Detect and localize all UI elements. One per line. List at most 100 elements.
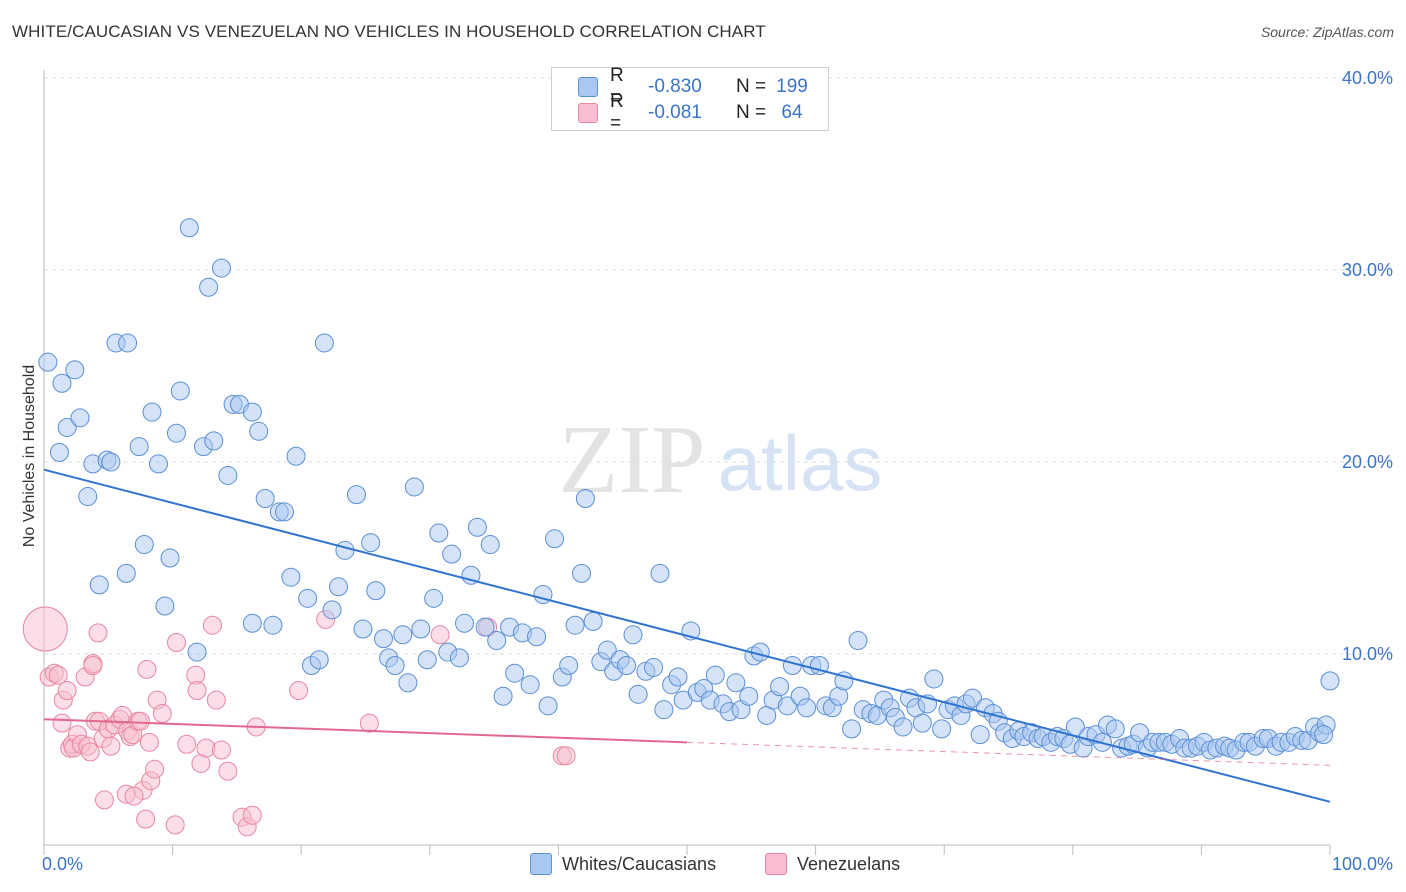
venezuelan-point [177,734,197,754]
y-tick-label: 20.0% [1342,452,1393,472]
white-point [70,408,90,428]
white-point [1320,671,1340,691]
venezuelan-point [242,805,262,825]
white-point [575,488,595,508]
source-label: Source: ZipAtlas.com [1260,24,1394,40]
white-point [572,563,592,583]
white-point [353,619,373,639]
white-point [242,613,262,633]
y-tick-label: 40.0% [1342,68,1393,88]
venezuelan-point [218,761,238,781]
tick-labels: 10.0% 20.0% 30.0% 40.0% 0.0% 100.0% [42,68,1393,874]
white-point [644,657,664,677]
venezuelan-point [94,790,114,810]
x-tick-label-start: 0.0% [42,854,83,874]
white-point [129,437,149,457]
legend: R = -0.830 N = 199 R = -0.081 N = 64 [551,65,829,134]
white-point [160,548,180,568]
white-point [505,663,525,683]
venezuelan-point [187,680,207,700]
white-point [424,588,444,608]
white-point [142,402,162,422]
legend-r-value: -0.830 [648,76,702,97]
venezuelan-point-large [22,606,68,652]
white-point [49,442,69,462]
legend-n-label: N = [736,102,767,123]
white-point [932,719,952,739]
white-point [404,477,424,497]
white-point [527,627,547,647]
venezuelan-point [124,786,144,806]
white-point [417,650,437,670]
watermark: ZIP atlas [559,406,883,514]
bottom-legend-swatch-ven [765,853,787,875]
white-point [199,277,219,297]
legend-row-ven: R = -0.081 N = 64 [578,91,812,134]
venezuelan-point [52,713,72,733]
legend-r-value: -0.081 [648,102,702,123]
white-point [263,615,283,635]
white-point [617,656,637,676]
bottom-legend-ven: Venezuelans [765,852,900,876]
venezuelan-point [152,704,172,724]
venezuelan-trend-line-extension [686,741,1331,766]
venezuelan-point [137,659,157,679]
venezuelan-point [130,711,150,731]
white-point [467,517,487,537]
white-point [374,629,394,649]
white-point [393,625,413,645]
x-tick-label-end: 100.0% [1332,854,1393,874]
white-point [398,673,418,693]
venezuelan-point [206,690,226,710]
white-point [962,688,982,708]
white-point [335,540,355,560]
white-point [366,581,386,601]
y-tick-label: 30.0% [1342,260,1393,280]
white-point [211,258,231,278]
white-point [101,452,121,472]
venezuelan-point [80,742,100,762]
white-point [116,563,136,583]
grid-lines [44,77,1392,655]
legend-r-label: R = [610,91,624,134]
venezuelan-point [145,759,165,779]
venezuelan-point [430,625,450,645]
white-point [583,611,603,631]
watermark-atlas: atlas [718,419,883,507]
white-point [328,577,348,597]
venezuelan-trend-line [43,718,688,744]
legend-n-value: 199 [776,76,808,97]
white-point [623,625,643,645]
white-point [475,617,495,637]
white-point [893,717,913,737]
white-point [559,656,579,676]
white-point [242,402,262,422]
white-point [322,600,342,620]
white-point [797,698,817,718]
bottom-legend-label-ven: Venezuelans [797,853,901,874]
white-point [455,613,475,633]
white-point [442,544,462,564]
white-point [187,642,207,662]
white-point [204,431,224,451]
venezuelan-point [165,815,185,835]
white-point [449,648,469,668]
venezuelan-point [83,656,103,676]
white-point [705,665,725,685]
bottom-legend-swatch-white [530,853,552,875]
white-point [255,488,275,508]
axes [43,70,1331,855]
white-point [166,423,186,443]
white-point [286,446,306,466]
white-point [65,360,85,380]
white-point [429,523,449,543]
white-point [1314,725,1334,745]
white-point [179,218,199,238]
white-point [654,700,674,720]
white-point [89,575,109,595]
white-point [970,725,990,745]
venezuelan-point [211,740,231,760]
white-point [274,502,294,522]
white-point [520,675,540,695]
white-point [411,619,431,639]
